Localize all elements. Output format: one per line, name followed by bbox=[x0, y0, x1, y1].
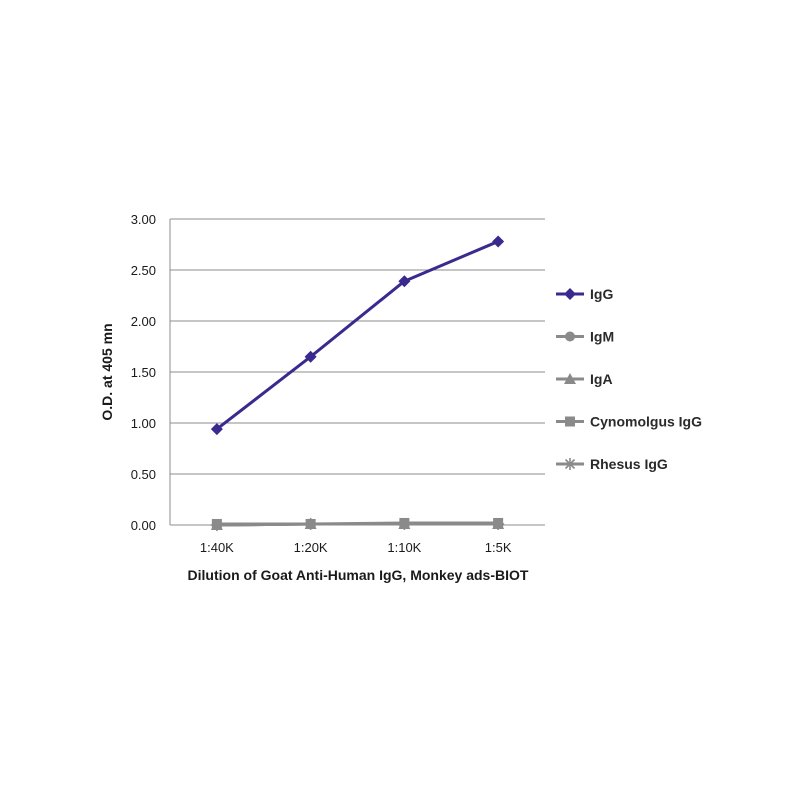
x-tick-label: 1:20K bbox=[294, 540, 328, 555]
series-line bbox=[216, 522, 499, 527]
y-tick-label: 0.00 bbox=[131, 518, 156, 533]
series-lines bbox=[210, 235, 505, 531]
data-point bbox=[211, 520, 222, 530]
data-point bbox=[399, 518, 410, 529]
y-tick-label: 1.00 bbox=[131, 416, 156, 431]
legend-item: IgG bbox=[556, 286, 613, 302]
data-point bbox=[210, 423, 223, 436]
legend-marker bbox=[564, 373, 576, 384]
legend-label: IgM bbox=[590, 329, 614, 345]
legend-marker bbox=[565, 331, 575, 342]
x-tick-label: 1:10K bbox=[387, 540, 421, 555]
legend-item: IgM bbox=[556, 329, 614, 345]
y-tick-label: 2.50 bbox=[131, 263, 156, 278]
data-point bbox=[493, 518, 504, 529]
series-line bbox=[215, 240, 499, 431]
legend-item: IgA bbox=[556, 371, 613, 387]
legend-marker bbox=[565, 416, 575, 427]
legend-marker bbox=[564, 458, 576, 470]
data-point bbox=[398, 275, 411, 288]
legend-label: Rhesus IgG bbox=[590, 456, 668, 472]
legend-label: Cynomolgus IgG bbox=[590, 414, 702, 430]
x-tick-label: 1:5K bbox=[485, 540, 512, 555]
grid-lines bbox=[170, 218, 545, 475]
legend: IgG IgM IgA Cynomolgus IgG Rhesus IgG bbox=[556, 286, 702, 472]
y-tick-label: 1.50 bbox=[131, 365, 156, 380]
legend-label: IgA bbox=[590, 371, 613, 387]
legend-item: Cynomolgus IgG bbox=[556, 414, 702, 430]
data-point bbox=[492, 235, 505, 248]
legend-label: IgG bbox=[590, 286, 613, 302]
series-igg bbox=[210, 235, 505, 436]
y-tick-label: 2.00 bbox=[131, 314, 156, 329]
y-tick-labels: 0.00 0.50 1.00 1.50 2.00 2.50 3.00 bbox=[131, 212, 156, 533]
legend-item: Rhesus IgG bbox=[556, 456, 668, 472]
legend-marker bbox=[564, 288, 576, 300]
x-tick-label: 1:40K bbox=[200, 540, 234, 555]
data-point bbox=[304, 350, 317, 363]
x-tick-labels: 1:40K 1:20K 1:10K 1:5K bbox=[200, 540, 512, 555]
data-point bbox=[305, 518, 316, 529]
y-axis-title: O.D. at 405 mn bbox=[99, 323, 115, 420]
series-igm bbox=[211, 518, 504, 530]
x-axis-title: Dilution of Goat Anti-Human IgG, Monkey … bbox=[188, 567, 529, 583]
y-tick-label: 0.50 bbox=[131, 467, 156, 482]
y-tick-label: 3.00 bbox=[131, 212, 156, 227]
